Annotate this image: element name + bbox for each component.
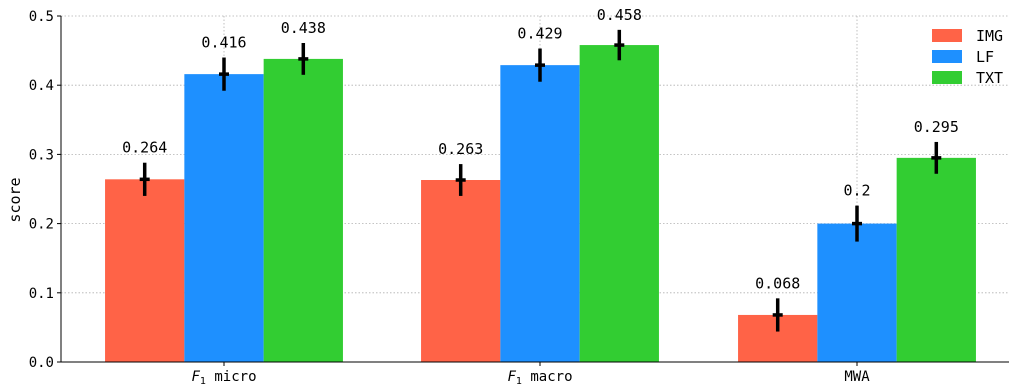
legend: IMG LF TXT	[932, 27, 1003, 87]
data-label: 0.295	[914, 118, 959, 136]
x-tick-label: F1 macro	[507, 369, 572, 386]
bar-txt	[263, 58, 343, 363]
data-label: 0.264	[122, 139, 167, 157]
data-label: 0.068	[755, 274, 800, 292]
data-label: 0.429	[517, 25, 562, 43]
tick-labels: 0.0 0.1 0.2 0.3 0.4 0.5 F1 micro F1 macro MWA	[29, 9, 871, 386]
legend-swatch-txt	[932, 71, 962, 84]
bar-lf	[500, 65, 580, 362]
y-tick-label: 0.3	[29, 147, 54, 163]
data-label: 0.438	[281, 19, 326, 37]
data-label: 0.2	[843, 182, 870, 200]
legend-swatch-img	[932, 29, 962, 42]
axes	[60, 16, 1009, 363]
x-tick-label: F1 micro	[191, 369, 256, 386]
bar-txt	[579, 45, 659, 363]
data-label: 0.416	[201, 34, 246, 52]
x-tick-label: MWA	[844, 369, 870, 385]
bar-lf	[184, 74, 264, 363]
bar-txt	[896, 157, 976, 362]
data-label: 0.458	[597, 6, 642, 24]
y-tick-label: 0.5	[29, 9, 54, 25]
legend-label: LF	[976, 48, 994, 66]
y-tick-label: 0.0	[29, 355, 54, 371]
y-axis-label: score	[6, 177, 24, 222]
legend-swatch-lf	[932, 50, 962, 63]
bars: 0.264 0.263 0.068 0.416 0.429 0.2 0.438 0.458 0.…	[105, 6, 976, 363]
data-label: 0.263	[438, 140, 483, 158]
bar-lf	[817, 223, 897, 362]
legend-label: TXT	[976, 69, 1003, 87]
y-tick-label: 0.2	[29, 217, 54, 233]
y-tick-label: 0.4	[29, 78, 54, 94]
legend-label: IMG	[976, 27, 1003, 45]
bar-img	[421, 180, 501, 362]
y-tick-label: 0.1	[29, 286, 54, 302]
bar-img	[105, 179, 185, 362]
